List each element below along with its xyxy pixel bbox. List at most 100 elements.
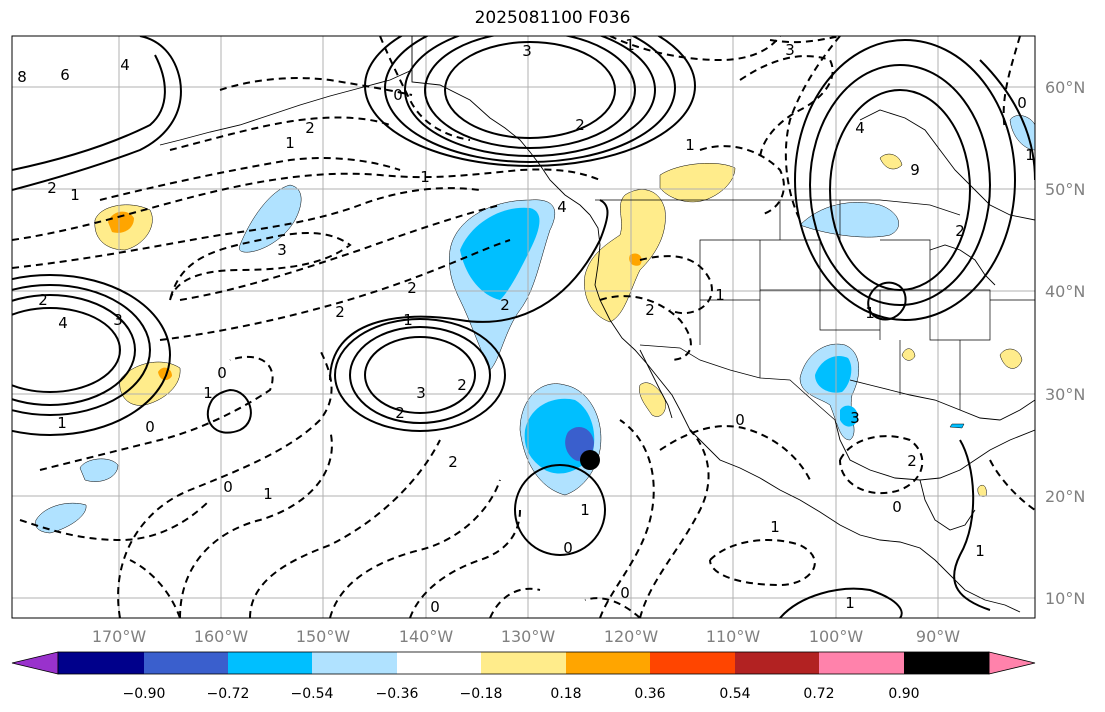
contour-label: 2 [305, 119, 315, 137]
contour-label: 0 [735, 411, 745, 429]
lon-label: 170°W [92, 627, 147, 646]
border-us-mexico [639, 344, 836, 421]
contour-label: 1 [865, 304, 875, 322]
contour-label: 0 [620, 584, 630, 602]
colorbar-segment [566, 652, 650, 674]
contour-label: 2 [907, 452, 917, 470]
contour-label: 1 [625, 36, 635, 54]
coast-yucatan [919, 479, 976, 531]
colorbar-segment [144, 652, 228, 674]
contour-label: 3 [113, 311, 123, 329]
contour-label: 3 [277, 241, 287, 259]
colorbar-tick: −0.72 [207, 686, 250, 702]
coast-west [589, 214, 1021, 613]
contour-label: 0 [217, 364, 227, 382]
coast-baja [639, 349, 673, 419]
lon-label: 130°W [501, 627, 556, 646]
shade-yellow [639, 382, 666, 417]
shade-orange [108, 211, 134, 233]
lon-label: 110°W [706, 627, 761, 646]
contour-label: 0 [892, 498, 902, 516]
coast-greatlakes [929, 244, 996, 286]
lat-label: 30°N [1045, 385, 1085, 404]
contour-label: 2 [47, 179, 57, 197]
colorbar-tick: 0.90 [888, 686, 919, 702]
colorbar-segment [650, 652, 735, 674]
contour-label: 1 [715, 286, 725, 304]
contour-label: 0 [145, 418, 155, 436]
map-title: 2025081100 F036 [474, 8, 631, 28]
contour-label: 1 [203, 384, 213, 402]
colorbar-tick: −0.54 [291, 686, 334, 702]
shade-yellow [999, 348, 1023, 369]
contour-label: 1 [285, 134, 295, 152]
contour-label: 1 [403, 311, 413, 329]
shade-light-blue [35, 502, 87, 534]
colorbar-extend-low [11, 651, 59, 675]
colorbar [11, 651, 1036, 675]
coast-alaska-peninsula [159, 69, 413, 146]
contour-label: 8 [17, 68, 27, 86]
coast-alaska [411, 36, 591, 216]
lon-label: 120°W [604, 627, 659, 646]
contour-label: 2 [645, 301, 655, 319]
contour-label: 2 [457, 376, 467, 394]
contour-label: 3 [850, 409, 860, 427]
coast-gulf [834, 419, 1035, 481]
colorbar-segment [312, 652, 397, 674]
contour-label: 4 [557, 198, 567, 216]
shade-yellow [901, 348, 916, 361]
shade-blue [460, 207, 540, 300]
lon-label: 150°W [296, 627, 351, 646]
coast-gulf-north [849, 379, 1035, 421]
colorbar-segment [735, 652, 819, 674]
contour-label: 4 [58, 314, 68, 332]
colorbar-tick: −0.90 [123, 686, 166, 702]
contour-label: 0 [393, 86, 403, 104]
colorbar-ticks: −0.90 −0.72 −0.54 −0.36 −0.18 0.18 0.36 … [123, 686, 920, 702]
colorbar-tick: 0.18 [550, 686, 581, 702]
contours-dashed [12, 36, 1035, 618]
contour-label: 1 [57, 414, 67, 432]
contour-label: 1 [770, 518, 780, 536]
contour-label: 2 [407, 279, 417, 297]
lat-label: 20°N [1045, 487, 1085, 506]
contour-label: 1 [845, 594, 855, 612]
contours-solid [12, 36, 1035, 618]
coast-hudson [859, 109, 1035, 221]
colorbar-segment [819, 652, 904, 674]
contour-label: 6 [60, 66, 70, 84]
colorbar-segment [228, 652, 312, 674]
contour-label: 3 [522, 42, 532, 60]
contour-label: 4 [120, 56, 130, 74]
colorbar-segment [904, 652, 989, 674]
contour-label: 1 [1025, 146, 1035, 164]
contour-label: 1 [420, 168, 430, 186]
contour-label: 2 [500, 296, 510, 314]
lat-label: 50°N [1045, 180, 1085, 199]
colorbar-tick: 0.72 [803, 686, 834, 702]
colorbar-tick: −0.36 [376, 686, 419, 702]
shade-blue [815, 355, 852, 393]
shade-light-blue [799, 202, 899, 238]
map-frame [11, 35, 1036, 619]
contour-label: 0 [1017, 94, 1027, 112]
shade-blue [949, 423, 965, 429]
contour-label: 4 [855, 119, 865, 137]
contour-label: 0 [223, 478, 233, 496]
colorbar-extend-high [988, 651, 1036, 675]
lon-label: 90°W [916, 627, 960, 646]
shade-yellow [659, 163, 736, 203]
contour-label: 2 [38, 291, 48, 309]
contour-label: 0 [430, 598, 440, 616]
shade-light-blue [239, 184, 302, 253]
borders [595, 199, 1035, 421]
longitude-labels: 170°W 160°W 150°W 140°W 130°W 120°W 110°… [92, 627, 960, 646]
states [699, 200, 1035, 410]
contour-label: 1 [263, 485, 273, 503]
map-area: 3 1 3 2 1 8 6 4 2 1 2 1 0 3 2 1 2 1 2 3 … [12, 36, 1035, 618]
coastlines [159, 36, 1035, 613]
contour-label: 2 [955, 222, 965, 240]
contour-label: 1 [975, 542, 985, 560]
